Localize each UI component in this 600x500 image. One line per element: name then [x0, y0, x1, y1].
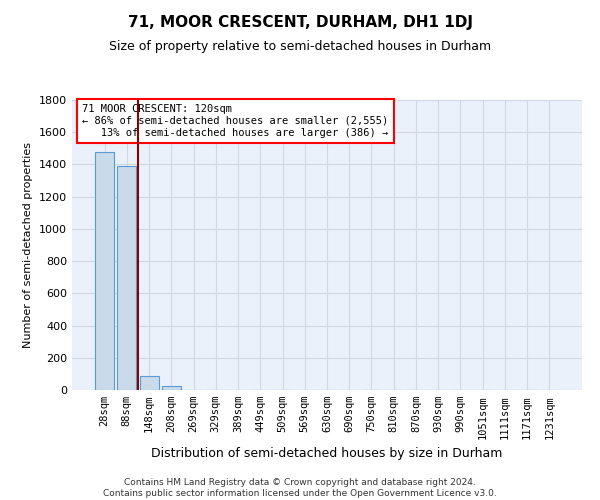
X-axis label: Distribution of semi-detached houses by size in Durham: Distribution of semi-detached houses by … — [151, 447, 503, 460]
Text: Contains HM Land Registry data © Crown copyright and database right 2024.
Contai: Contains HM Land Registry data © Crown c… — [103, 478, 497, 498]
Bar — [95, 152, 114, 390]
Bar — [118, 166, 136, 390]
Bar — [162, 386, 181, 390]
Text: 71 MOOR CRESCENT: 120sqm
← 86% of semi-detached houses are smaller (2,555)
   13: 71 MOOR CRESCENT: 120sqm ← 86% of semi-d… — [82, 104, 388, 138]
Y-axis label: Number of semi-detached properties: Number of semi-detached properties — [23, 142, 34, 348]
Text: Size of property relative to semi-detached houses in Durham: Size of property relative to semi-detach… — [109, 40, 491, 53]
Text: 71, MOOR CRESCENT, DURHAM, DH1 1DJ: 71, MOOR CRESCENT, DURHAM, DH1 1DJ — [128, 15, 473, 30]
Bar — [140, 376, 158, 390]
